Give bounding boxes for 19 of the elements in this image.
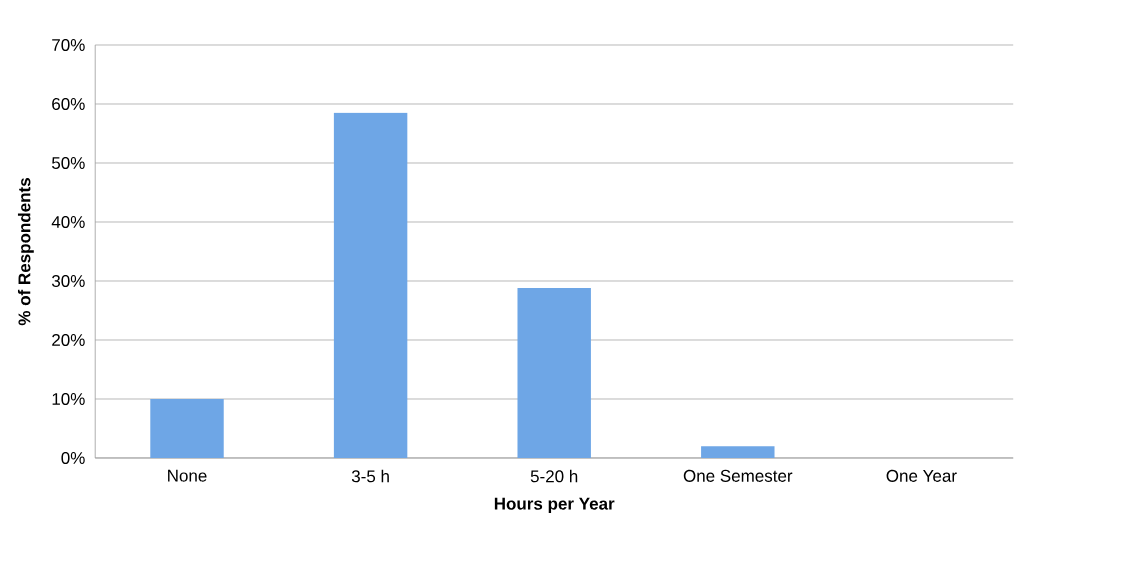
y-axis-title: % of Respondents (17, 178, 34, 326)
x-tick-label: None (168, 469, 207, 482)
x-tick-label: 3-5 h (351, 469, 389, 483)
y-tick-label: 10% (52, 392, 85, 406)
y-tick-label: 70% (52, 38, 85, 52)
bar (517, 288, 591, 458)
bar (333, 112, 408, 458)
bar (150, 398, 224, 458)
y-tick-label: 20% (52, 333, 85, 347)
x-tick-label: 5-20 h (530, 469, 578, 483)
y-tick-label: 40% (51, 215, 85, 229)
y-tick-label: 60% (52, 97, 85, 111)
y-tick-label: 50% (51, 156, 85, 170)
x-tick-label: One Year (886, 469, 957, 482)
x-axis-title: Hours per Year (494, 497, 615, 514)
x-tick-label: One Semester (683, 469, 793, 482)
y-tick-label: 30% (51, 274, 85, 288)
bar (701, 446, 775, 458)
y-tick-label: 0% (61, 451, 85, 465)
